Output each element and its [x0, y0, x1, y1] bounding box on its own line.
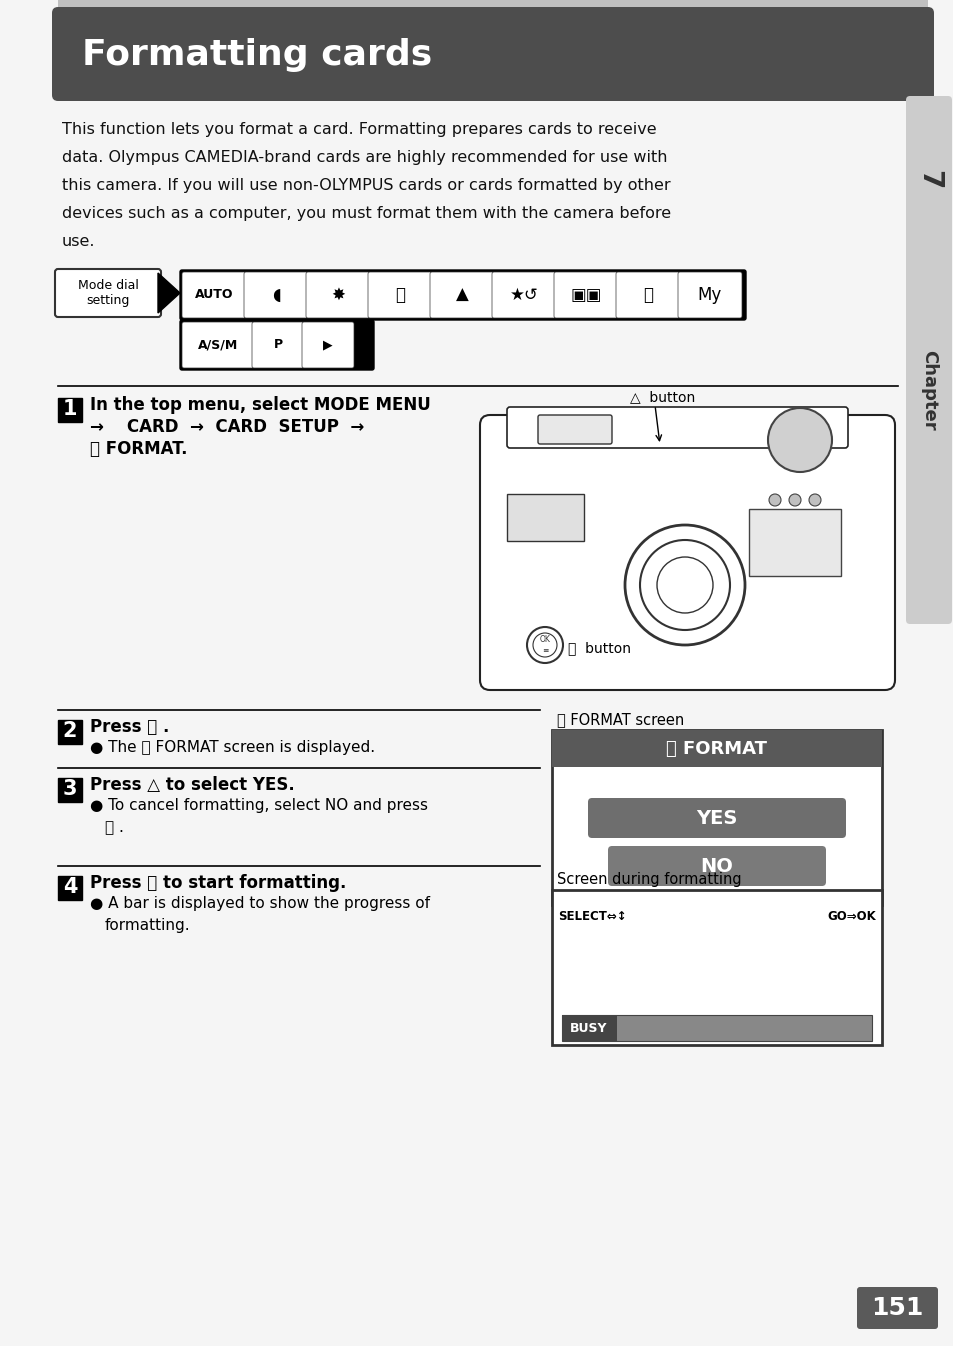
FancyBboxPatch shape	[252, 322, 304, 367]
Text: This function lets you format a card. Formatting prepares cards to receive: This function lets you format a card. Fo…	[62, 122, 656, 137]
Text: YES: YES	[696, 809, 737, 828]
Text: ⓓ FORMAT.: ⓓ FORMAT.	[90, 440, 188, 458]
FancyBboxPatch shape	[182, 322, 253, 367]
Text: Press △ to select YES.: Press △ to select YES.	[90, 777, 294, 794]
FancyBboxPatch shape	[368, 272, 432, 318]
Text: devices such as a computer, you must format them with the camera before: devices such as a computer, you must for…	[62, 206, 670, 221]
Text: formatting.: formatting.	[105, 918, 191, 933]
FancyBboxPatch shape	[616, 272, 679, 318]
Text: ● A bar is displayed to show the progress of: ● A bar is displayed to show the progres…	[90, 896, 430, 911]
FancyBboxPatch shape	[561, 1015, 871, 1040]
Text: Chapter: Chapter	[919, 350, 937, 431]
FancyBboxPatch shape	[552, 730, 882, 905]
Text: ▲: ▲	[456, 285, 468, 304]
Text: My: My	[698, 285, 721, 304]
Text: ⓓ FORMAT: ⓓ FORMAT	[666, 740, 767, 758]
Text: ⎙: ⎙	[642, 285, 652, 304]
FancyBboxPatch shape	[430, 272, 494, 318]
FancyBboxPatch shape	[180, 320, 374, 370]
Circle shape	[808, 494, 821, 506]
FancyBboxPatch shape	[552, 905, 882, 927]
FancyBboxPatch shape	[306, 272, 370, 318]
Text: ★↺: ★↺	[509, 285, 537, 304]
Text: A/S/M: A/S/M	[197, 338, 238, 351]
Text: ● To cancel formatting, select NO and press: ● To cancel formatting, select NO and pr…	[90, 798, 428, 813]
Text: ◖: ◖	[272, 285, 280, 304]
FancyBboxPatch shape	[55, 269, 161, 318]
Polygon shape	[158, 273, 180, 314]
Circle shape	[767, 408, 831, 472]
Text: ● The ⓓ FORMAT screen is displayed.: ● The ⓓ FORMAT screen is displayed.	[90, 740, 375, 755]
FancyBboxPatch shape	[537, 415, 612, 444]
Text: ✸: ✸	[331, 285, 345, 304]
FancyBboxPatch shape	[506, 494, 583, 541]
FancyBboxPatch shape	[678, 272, 741, 318]
Text: use.: use.	[62, 234, 95, 249]
FancyBboxPatch shape	[607, 847, 825, 886]
Text: ▶: ▶	[323, 338, 333, 351]
FancyBboxPatch shape	[479, 415, 894, 690]
Text: GO⇒OK: GO⇒OK	[826, 910, 875, 922]
FancyBboxPatch shape	[52, 7, 933, 101]
Text: 1: 1	[63, 398, 77, 419]
FancyBboxPatch shape	[905, 96, 951, 625]
FancyBboxPatch shape	[58, 876, 82, 900]
FancyBboxPatch shape	[552, 730, 882, 767]
FancyBboxPatch shape	[554, 272, 618, 318]
Text: 7: 7	[914, 171, 942, 190]
Text: ⓞ .: ⓞ .	[105, 820, 124, 835]
Text: Screen during formatting: Screen during formatting	[557, 872, 740, 887]
Text: NO: NO	[700, 856, 733, 875]
Text: this camera. If you will use non-OLYMPUS cards or cards formatted by other: this camera. If you will use non-OLYMPUS…	[62, 178, 670, 192]
Text: BUSY: BUSY	[570, 1022, 607, 1035]
FancyBboxPatch shape	[180, 271, 745, 320]
Text: SELECT⇔↕: SELECT⇔↕	[558, 910, 626, 922]
Text: Press ⓞ .: Press ⓞ .	[90, 717, 170, 736]
Text: P: P	[274, 338, 282, 351]
FancyBboxPatch shape	[182, 272, 246, 318]
Text: 2: 2	[63, 721, 77, 742]
Text: AUTO: AUTO	[194, 288, 233, 302]
Text: △  button: △ button	[629, 390, 695, 404]
FancyBboxPatch shape	[58, 778, 82, 802]
Text: Press ⓞ to start formatting.: Press ⓞ to start formatting.	[90, 874, 346, 892]
Text: ⛰: ⛰	[395, 285, 405, 304]
Text: OK
≡: OK ≡	[539, 635, 550, 654]
Text: ⓞ  button: ⓞ button	[567, 641, 630, 656]
Text: Formatting cards: Formatting cards	[82, 38, 432, 71]
FancyBboxPatch shape	[552, 890, 882, 1044]
Circle shape	[788, 494, 801, 506]
FancyBboxPatch shape	[302, 322, 354, 367]
FancyBboxPatch shape	[58, 398, 82, 423]
Circle shape	[768, 494, 781, 506]
FancyBboxPatch shape	[748, 509, 841, 576]
FancyBboxPatch shape	[506, 406, 847, 448]
FancyBboxPatch shape	[58, 0, 927, 12]
Text: ▣▣: ▣▣	[570, 285, 601, 304]
Text: Mode dial
setting: Mode dial setting	[77, 279, 138, 307]
FancyBboxPatch shape	[58, 720, 82, 744]
Text: ⓓ FORMAT screen: ⓓ FORMAT screen	[557, 712, 683, 727]
FancyBboxPatch shape	[492, 272, 556, 318]
FancyBboxPatch shape	[561, 1015, 617, 1040]
Text: 151: 151	[870, 1296, 923, 1320]
FancyBboxPatch shape	[587, 798, 845, 839]
Text: data. Olympus CAMEDIA-brand cards are highly recommended for use with: data. Olympus CAMEDIA-brand cards are hi…	[62, 149, 667, 166]
Text: 4: 4	[63, 878, 77, 896]
Text: 3: 3	[63, 779, 77, 800]
FancyBboxPatch shape	[856, 1287, 937, 1329]
Text: →    CARD  →  CARD  SETUP  →: → CARD → CARD SETUP →	[90, 419, 364, 436]
Text: In the top menu, select MODE MENU: In the top menu, select MODE MENU	[90, 396, 431, 415]
FancyBboxPatch shape	[244, 272, 308, 318]
